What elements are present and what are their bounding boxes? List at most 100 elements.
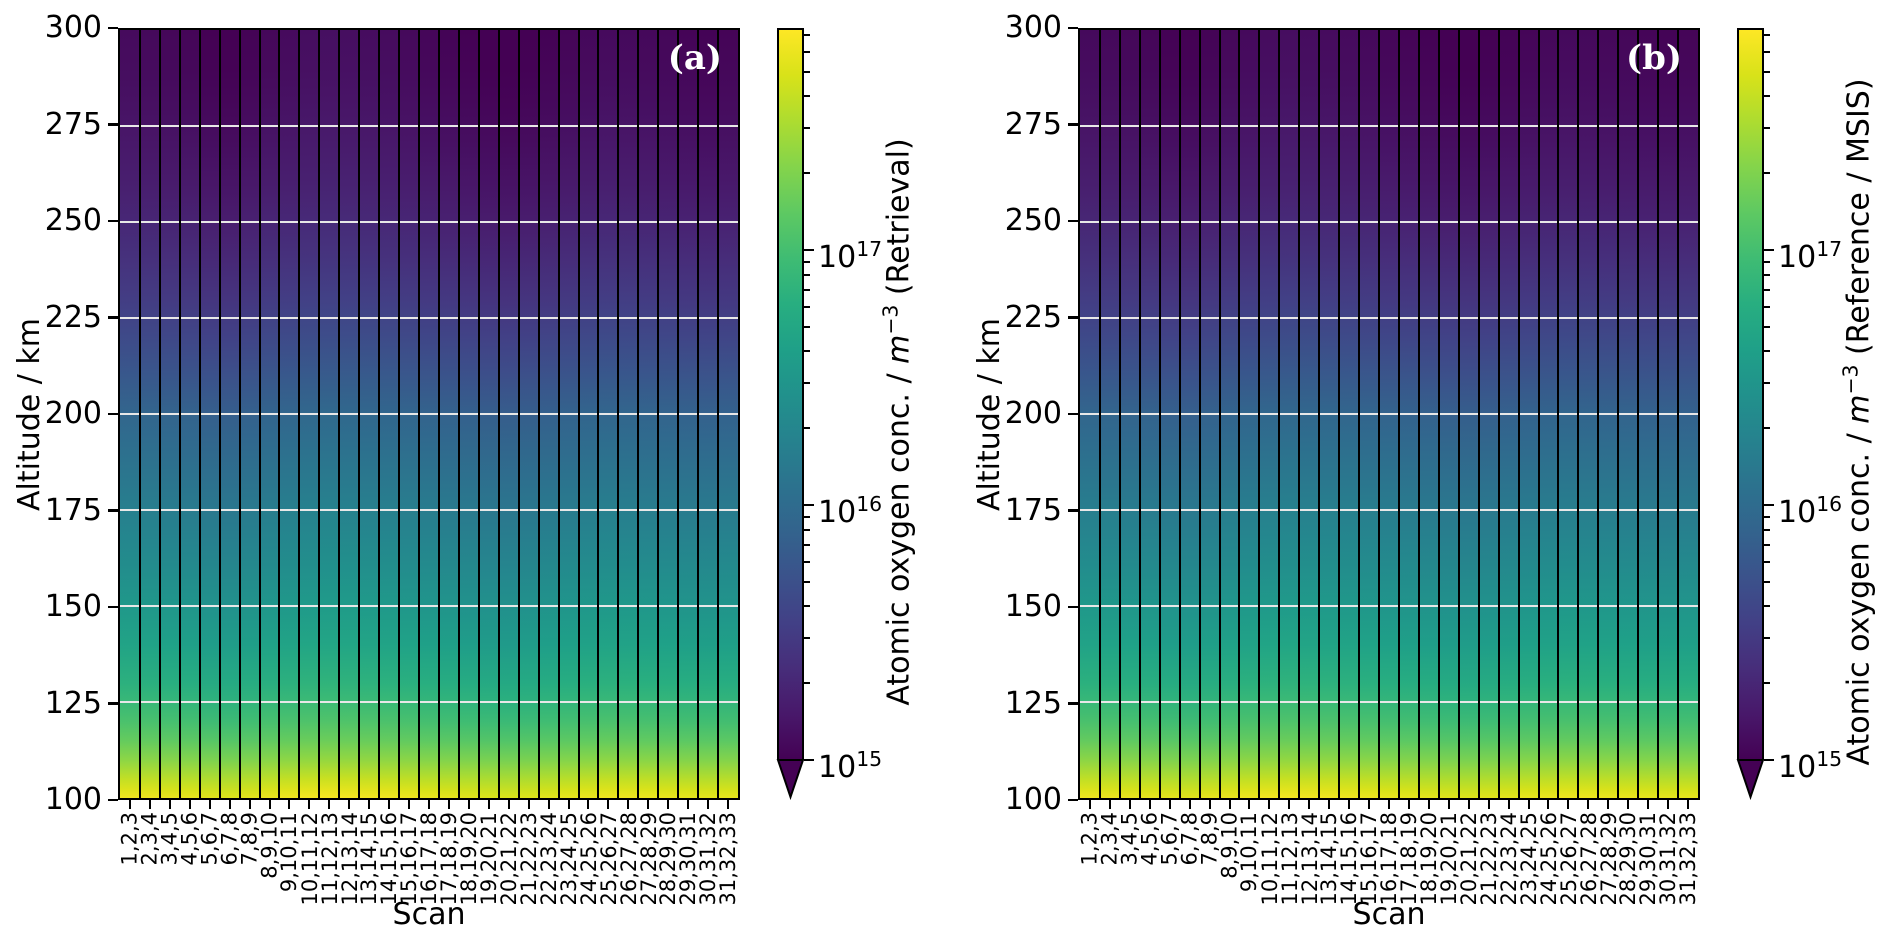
column-separator (1457, 30, 1460, 798)
colorbar-minor-tick (1764, 682, 1770, 685)
colorbar-minor-tick (804, 528, 810, 531)
y-tick-label: 275 (1004, 106, 1062, 142)
column-separator (158, 30, 161, 798)
colorbar-tick-label: 1017 (1778, 237, 1843, 275)
x-tick-mark (188, 800, 191, 809)
colorbar-minor-tick (804, 127, 810, 130)
x-tick-mark (527, 800, 530, 809)
colorbar-minor-tick (1764, 260, 1770, 263)
x-tick-mark (1308, 800, 1311, 809)
colorbar-minor-tick (1764, 528, 1770, 531)
column-separator (1637, 30, 1640, 798)
y-tick-mark (1068, 798, 1078, 802)
column-separator (258, 30, 261, 798)
x-tick-mark (368, 800, 371, 809)
column-separator (597, 30, 600, 798)
x-tick-mark (1268, 800, 1271, 809)
x-tick-mark (1168, 800, 1171, 809)
column-separator (1557, 30, 1560, 798)
colorbar-major-tick (804, 248, 814, 252)
x-tick-mark (707, 800, 710, 809)
gridline (120, 700, 738, 704)
x-tick-mark (627, 800, 630, 809)
x-tick-mark (1487, 800, 1490, 809)
column-separator (617, 30, 620, 798)
column-separator (238, 30, 241, 798)
x-tick-mark (228, 800, 231, 809)
x-tick-mark (1348, 800, 1351, 809)
colorbar-minor-tick (1764, 515, 1770, 518)
x-tick-mark (1407, 800, 1410, 809)
colorbar-minor-tick (1764, 288, 1770, 291)
x-tick-mark (1687, 800, 1690, 809)
column-separator (1617, 30, 1620, 798)
colorbar-a (777, 28, 804, 760)
y-tick-mark (108, 219, 118, 223)
x-tick-mark (208, 800, 211, 809)
heatmap-b: (b) (1078, 28, 1700, 800)
y-tick-label: 225 (1004, 299, 1062, 335)
column-separator (457, 30, 460, 798)
column-separator (1378, 30, 1381, 798)
gridline (120, 124, 738, 128)
column-separator (1417, 30, 1420, 798)
column-separator (278, 30, 281, 798)
x-tick-mark (1567, 800, 1570, 809)
column-separator (1577, 30, 1580, 798)
x-tick-mark (288, 800, 291, 809)
panel-tag-a: (a) (667, 38, 722, 78)
y-tick-label: 250 (1004, 203, 1062, 238)
x-tick-mark (727, 800, 730, 809)
y-tick-label: 200 (1004, 396, 1062, 431)
colorbar-minor-tick (1764, 33, 1770, 36)
colorbar-extend-arrow (1736, 759, 1765, 801)
column-separator (198, 30, 201, 798)
colorbar-minor-tick (1764, 127, 1770, 130)
y-tick-mark (108, 509, 118, 512)
gridline (1080, 508, 1698, 512)
y-tick-mark (1068, 26, 1078, 30)
column-separator (218, 30, 221, 798)
x-tick-mark (467, 800, 470, 809)
colorbar-major-tick (804, 758, 814, 762)
column-separator (517, 30, 520, 798)
column-separator (1098, 30, 1101, 798)
heatmap-a: (a) (118, 28, 740, 800)
gridline (1080, 412, 1698, 416)
column-separator (1677, 30, 1680, 798)
x-tick-mark (647, 800, 650, 809)
x-tick-mark (607, 800, 610, 809)
colorbar-tick-label: 1015 (1778, 747, 1843, 785)
colorbar-tick-label: 1015 (818, 747, 883, 785)
colorbar-minor-tick (1764, 50, 1770, 53)
colorbar-minor-tick (804, 260, 810, 263)
y-tick-mark (1068, 219, 1078, 223)
y-tick-mark (1068, 605, 1078, 609)
colorbar-minor-tick (1764, 95, 1770, 98)
colorbar-major-tick (804, 503, 814, 507)
x-tick-mark (447, 800, 450, 809)
colorbar-minor-tick (1764, 305, 1770, 308)
colorbar-minor-tick (1764, 427, 1770, 430)
x-tick-mark (168, 800, 171, 809)
x-tick-mark (1368, 800, 1371, 809)
x-tick-mark (1108, 800, 1111, 809)
y-tick-mark (108, 798, 118, 802)
colorbar-minor-tick (804, 427, 810, 430)
column-separator (1318, 30, 1321, 798)
x-tick-mark (547, 800, 550, 809)
x-tick-mark (1467, 800, 1470, 809)
column-separator (717, 30, 720, 798)
column-separator (1218, 30, 1221, 798)
colorbar-minor-tick (804, 580, 810, 583)
x-tick-mark (487, 800, 490, 809)
y-tick-mark (108, 123, 118, 126)
colorbar-major-tick (1764, 503, 1774, 507)
colorbar-minor-tick (1764, 70, 1770, 73)
column-separator (1657, 30, 1660, 798)
colorbar-minor-tick (804, 560, 810, 563)
colorbar-minor-tick (804, 682, 810, 685)
gridline (120, 220, 738, 224)
x-tick-mark (128, 800, 131, 809)
x-tick-mark (388, 800, 391, 809)
